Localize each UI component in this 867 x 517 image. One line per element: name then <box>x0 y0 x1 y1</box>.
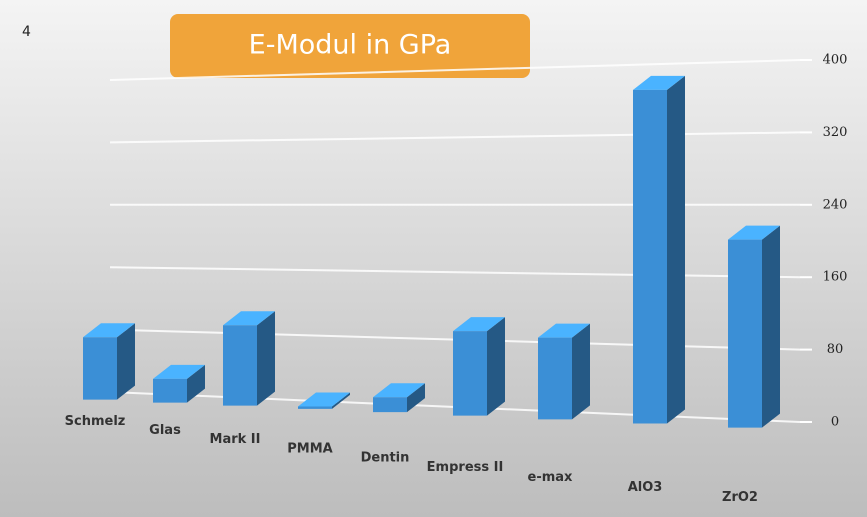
x-tick-label: Glas <box>149 423 181 438</box>
bar-face <box>487 317 505 416</box>
x-tick-label: Empress II <box>427 460 504 475</box>
bar-face <box>373 397 407 413</box>
bar-face <box>223 325 257 406</box>
x-tick-label: Mark II <box>210 432 261 447</box>
bar-face <box>83 337 117 400</box>
bar-face <box>153 364 205 379</box>
bar-face <box>153 378 187 403</box>
bar-face <box>453 317 505 332</box>
y-tick-label: 0 <box>831 415 839 430</box>
bar-face <box>407 383 425 413</box>
y-tick-label: 320 <box>823 125 848 140</box>
chart-title: E-Modul in GPa <box>249 30 452 61</box>
bar-face <box>117 323 135 400</box>
slide-number: 4 <box>22 24 31 40</box>
bar <box>453 317 505 416</box>
bar-face <box>667 75 685 424</box>
bar-face <box>728 225 780 240</box>
y-tick-label: 160 <box>823 270 848 285</box>
bar-face <box>223 311 275 326</box>
bar-face <box>257 311 275 406</box>
x-tick-label: Dentin <box>361 451 410 466</box>
bar-face <box>373 383 425 398</box>
bar <box>223 311 275 406</box>
y-tick-label: 400 <box>823 53 848 68</box>
bar-face <box>298 392 350 407</box>
bar-face <box>538 323 590 338</box>
bar-face <box>633 89 667 424</box>
x-tick-label: PMMA <box>287 441 332 456</box>
bar <box>633 75 685 424</box>
title-box <box>170 14 530 78</box>
grid-line <box>109 59 801 81</box>
bar-face <box>298 406 332 409</box>
bar <box>153 364 205 403</box>
x-tick-label: e-max <box>528 470 574 485</box>
x-tick-label: Schmelz <box>65 414 126 429</box>
x-tick-label: ZrO2 <box>722 490 758 505</box>
bar-face <box>728 239 762 428</box>
bar <box>728 225 780 428</box>
bar <box>298 392 350 409</box>
bar-face <box>633 75 685 90</box>
y-tick-label: 240 <box>823 197 848 212</box>
bar-face <box>332 392 350 409</box>
bar-face <box>83 323 135 338</box>
bar-face <box>187 364 205 403</box>
bar-face <box>572 323 590 420</box>
bar-face <box>538 337 572 420</box>
y-tick-label: 80 <box>827 342 844 357</box>
bar <box>83 323 135 400</box>
x-tick-label: AlO3 <box>628 480 663 495</box>
bar <box>373 383 425 413</box>
bar-face <box>762 225 780 428</box>
bar <box>538 323 590 420</box>
bar-face <box>453 331 487 416</box>
